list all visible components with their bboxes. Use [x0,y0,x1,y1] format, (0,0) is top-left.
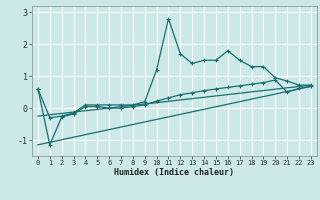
X-axis label: Humidex (Indice chaleur): Humidex (Indice chaleur) [115,168,234,177]
